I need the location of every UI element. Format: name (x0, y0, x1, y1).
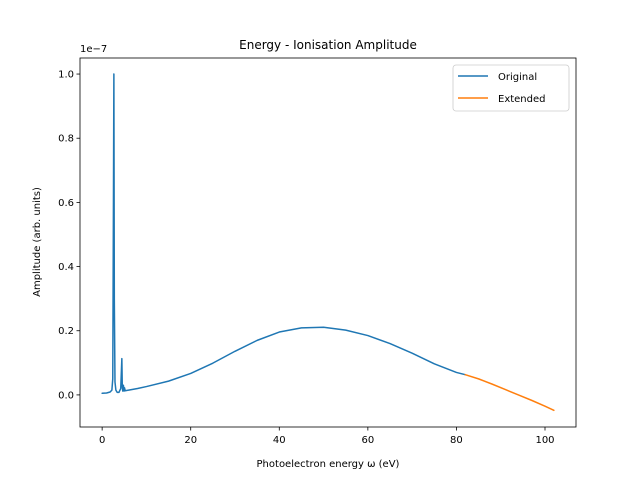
y-ticks: 0.0 0.2 0.4 0.6 0.8 1.0 (58, 70, 80, 401)
y-tick-label: 0.6 (58, 198, 74, 209)
y-axis-label: Amplitude (arb. units) (32, 187, 43, 297)
legend-items: Original Extended (458, 72, 546, 105)
x-axis-label: Photoelectron energy ω (eV) (257, 459, 400, 470)
chart-title: Energy - Ionisation Amplitude (239, 38, 417, 52)
axes-frame (79, 57, 577, 428)
series-line-extended (464, 373, 555, 412)
x-tick-label: 80 (450, 435, 463, 446)
legend: Original Extended (452, 64, 570, 112)
legend-label-original: Original (498, 72, 537, 83)
y-tick-label: 0.8 (58, 134, 74, 145)
y-tick-label: 0.2 (58, 326, 74, 337)
x-tick-label: 60 (361, 435, 374, 446)
plot-area (79, 57, 577, 428)
y-tick-label: 0.0 (58, 390, 74, 401)
x-tick-label: 0 (99, 435, 105, 446)
series-layer (101, 73, 555, 412)
legend-label-extended: Extended (498, 94, 546, 105)
series-line-original (101, 73, 467, 395)
y-tick-label: 1.0 (58, 70, 74, 81)
x-ticks: 0 20 40 60 80 100 (99, 427, 555, 446)
x-tick-label: 40 (273, 435, 286, 446)
x-tick-label: 100 (535, 435, 554, 446)
y-scale-label: 1e−7 (80, 44, 107, 55)
y-tick-label: 0.4 (58, 262, 74, 273)
x-tick-label: 20 (184, 435, 197, 446)
